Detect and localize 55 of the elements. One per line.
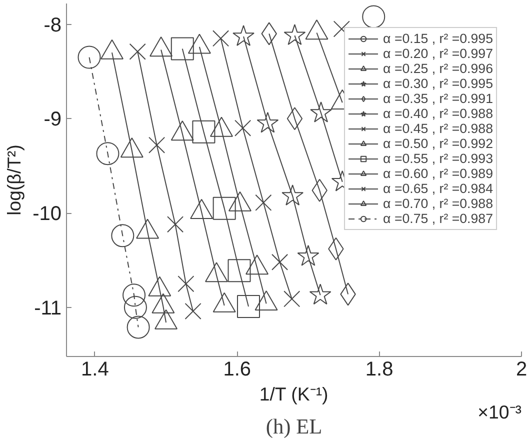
y-tick-label: -10: [32, 203, 62, 226]
legend-label: α =0.35 , r² =0.991: [383, 91, 493, 106]
point: [362, 5, 386, 28]
point: [184, 302, 202, 320]
point: [178, 276, 194, 292]
text: (h) EL: [266, 414, 322, 438]
point: [237, 294, 260, 318]
x-tick-label: 1.4: [81, 358, 109, 380]
point: [297, 244, 320, 266]
legend-label: α =0.50 , r² =0.992: [383, 136, 493, 151]
y-tick-label: -8: [44, 14, 62, 36]
point: [272, 254, 288, 270]
legend-label: α =0.45 , r² =0.988: [383, 121, 493, 136]
legend-label: α =0.20 , r² =0.997: [383, 46, 493, 61]
legend-label: α =0.70 , r² =0.988: [383, 196, 493, 211]
point: [228, 259, 251, 282]
point: [284, 290, 300, 308]
text: ×10⁻³: [478, 402, 522, 422]
point: [255, 194, 272, 211]
point: [234, 120, 252, 136]
point: [96, 142, 120, 166]
point: [282, 184, 304, 206]
point: [310, 101, 332, 122]
point: [129, 43, 146, 60]
point: [122, 284, 146, 307]
legend-label: α =0.15 , r² =0.995: [383, 31, 493, 46]
legend-label: α =0.65 , r² =0.984: [383, 181, 493, 196]
legend-label: α =0.25 , r² =0.996: [383, 61, 493, 76]
point: [256, 112, 279, 133]
point: [166, 216, 184, 233]
legend-label: α =0.55 , r² =0.993: [383, 151, 493, 166]
point: [212, 30, 230, 47]
point: [148, 136, 166, 154]
point: [284, 24, 306, 45]
point: [170, 37, 194, 60]
legend-label: α =0.75 , r² =0.987: [383, 211, 493, 226]
point: [111, 224, 134, 248]
y-tick-label: -11: [34, 297, 62, 320]
point: [232, 25, 254, 46]
y-tick-label: -9: [44, 108, 62, 131]
legend-label: α =0.30 , r² =0.995: [383, 76, 493, 91]
point: [78, 46, 101, 69]
point: [286, 107, 303, 130]
point: [212, 196, 236, 220]
point: [124, 296, 147, 319]
legend-label: α =0.40 , r² =0.988: [383, 106, 493, 121]
point: [192, 120, 216, 144]
y-axis-title: log(β/T²): [4, 144, 25, 216]
legend-label: α =0.60 , r² =0.989: [383, 166, 493, 181]
point: [126, 316, 150, 339]
x-axis-title: 1/T (K⁻¹): [259, 384, 328, 404]
x-tick-label: 2: [516, 358, 528, 380]
x-tick-label: 1.8: [365, 358, 394, 380]
x-tick-label: 1.6: [223, 358, 252, 380]
point: [309, 284, 332, 305]
